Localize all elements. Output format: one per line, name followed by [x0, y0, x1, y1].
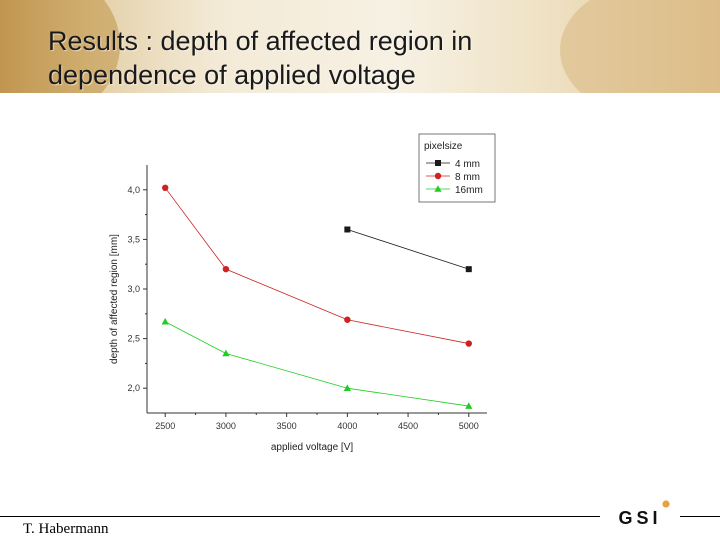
legend-label: 8 mm: [455, 172, 480, 183]
gsi-logo: GSI: [600, 500, 680, 526]
x-tick-label: 4000: [337, 421, 357, 431]
data-point: [162, 184, 169, 192]
x-tick-label: 2500: [155, 421, 175, 431]
legend-marker: [434, 185, 442, 192]
footer-divider: [0, 516, 720, 517]
legend-title: pixelsize: [424, 141, 463, 152]
y-tick-label: 2,0: [127, 383, 140, 393]
author-name: T. Habermann: [23, 521, 109, 537]
legend-label: 16mm: [455, 185, 483, 196]
legend-marker: [434, 172, 442, 180]
slide-title-line-2: dependence of applied voltage: [48, 60, 416, 90]
data-point: [344, 316, 351, 323]
data-point: [465, 340, 472, 347]
y-tick-label: 3,5: [127, 234, 140, 244]
legend-label: 4 mm: [455, 159, 480, 170]
data-point: [465, 266, 472, 273]
legend-box: [418, 133, 496, 203]
series-line-2: [164, 187, 469, 344]
legend-marker: [435, 160, 441, 166]
x-axis-label: applied voltage [V]: [271, 442, 354, 453]
series-line-3: [165, 321, 469, 407]
x-tick-label: 5000: [459, 421, 479, 431]
slide-title-line-1: Results : depth of affected region in: [48, 26, 473, 56]
y-axis-label: depth of affected region [mm]: [109, 234, 120, 364]
data-point: [222, 349, 230, 357]
data-point: [222, 265, 230, 273]
header-decoration: [560, 0, 720, 93]
data-point: [161, 317, 169, 325]
x-tick-label: 3000: [216, 421, 236, 431]
data-point: [344, 226, 351, 233]
y-tick-label: 3,0: [127, 284, 140, 294]
data-point: [465, 402, 473, 409]
y-tick-label: 2,5: [127, 334, 140, 344]
svg-text:GSI: GSI: [618, 508, 661, 526]
header-band: [0, 0, 720, 93]
slide-title: Results : depth of affected region in de…: [48, 24, 472, 92]
data-point: [343, 384, 351, 391]
series-line-1: [347, 229, 469, 270]
y-tick-label: 4,0: [127, 185, 140, 195]
x-tick-label: 3500: [277, 421, 297, 431]
header-decoration: [0, 0, 120, 93]
x-tick-label: 4500: [398, 421, 418, 431]
